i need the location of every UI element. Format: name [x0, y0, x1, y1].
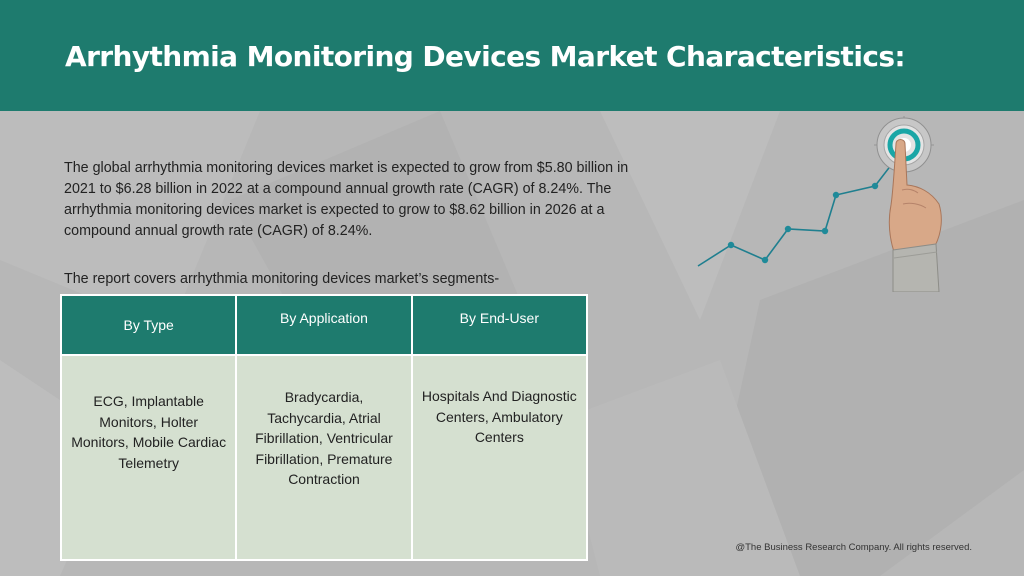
- header-by-application: By Application: [235, 294, 413, 356]
- segments-table-row: ECG, Implantable Monitors, Holter Monito…: [59, 354, 589, 561]
- growth-illustration: [697, 116, 942, 292]
- segments-table: By Type By Application By End-User ECG, …: [59, 294, 589, 561]
- cell-application: Bradycardia, Tachycardia, Atrial Fibrill…: [235, 354, 413, 561]
- pointing-hand-icon: [888, 139, 942, 292]
- header-by-type: By Type: [59, 294, 238, 356]
- title-bar: Arrhythmia Monitoring Devices Market Cha…: [0, 0, 1024, 111]
- growth-line-icon: [697, 159, 896, 267]
- application-segments-text: Bradycardia, Tachycardia, Atrial Fibrill…: [255, 389, 393, 487]
- type-segments-text: ECG, Implantable Monitors, Holter Monito…: [71, 393, 227, 471]
- market-description: The global arrhythmia monitoring devices…: [64, 160, 629, 239]
- header-by-end-user: By End-User: [410, 294, 589, 356]
- cell-type: ECG, Implantable Monitors, Holter Monito…: [59, 354, 238, 561]
- cell-end-user: Hospitals And Diagnostic Centers, Ambula…: [410, 354, 589, 561]
- slide-title: Arrhythmia Monitoring Devices Market Cha…: [65, 40, 906, 73]
- end-user-segments-text: Hospitals And Diagnostic Centers, Ambula…: [421, 388, 577, 445]
- segments-table-header: By Type By Application By End-User: [59, 294, 589, 356]
- segments-intro: The report covers arrhythmia monitoring …: [64, 271, 500, 287]
- copyright-footer: @The Business Research Company. All righ…: [735, 542, 972, 553]
